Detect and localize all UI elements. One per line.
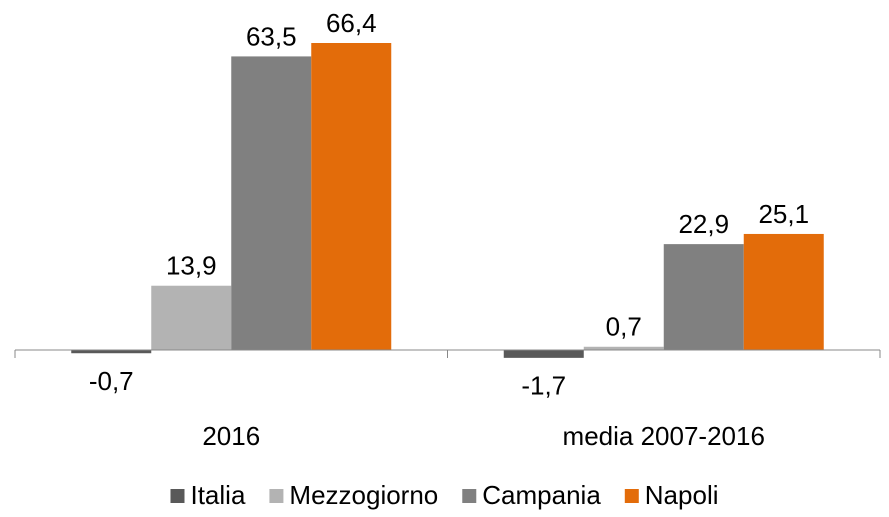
data-label: 0,7 (606, 312, 642, 342)
data-label: 13,9 (166, 251, 217, 281)
bar (503, 350, 584, 358)
bar (231, 56, 312, 350)
data-label: -0,7 (89, 366, 134, 396)
data-label: 25,1 (758, 199, 809, 229)
bar (71, 350, 152, 354)
data-label: -1,7 (521, 371, 566, 401)
bar (151, 285, 232, 350)
legend-label: Napoli (645, 480, 719, 510)
data-label: 63,5 (246, 21, 297, 51)
x-tick-label: 2016 (202, 421, 260, 451)
data-label: 22,9 (678, 209, 729, 239)
data-label: 66,4 (326, 8, 377, 38)
legend-swatch (624, 489, 639, 503)
bar (311, 43, 392, 350)
x-tick-label: media 2007-2016 (563, 421, 765, 451)
bar (743, 233, 824, 350)
legend-label: Mezzogiorno (289, 480, 438, 510)
bar (583, 346, 664, 350)
legend-swatch (462, 489, 477, 503)
legend-label: Campania (482, 480, 601, 510)
legend-swatch (170, 489, 185, 503)
bar (663, 244, 744, 350)
legend-label: Italia (190, 480, 245, 510)
legend-swatch (269, 489, 284, 503)
